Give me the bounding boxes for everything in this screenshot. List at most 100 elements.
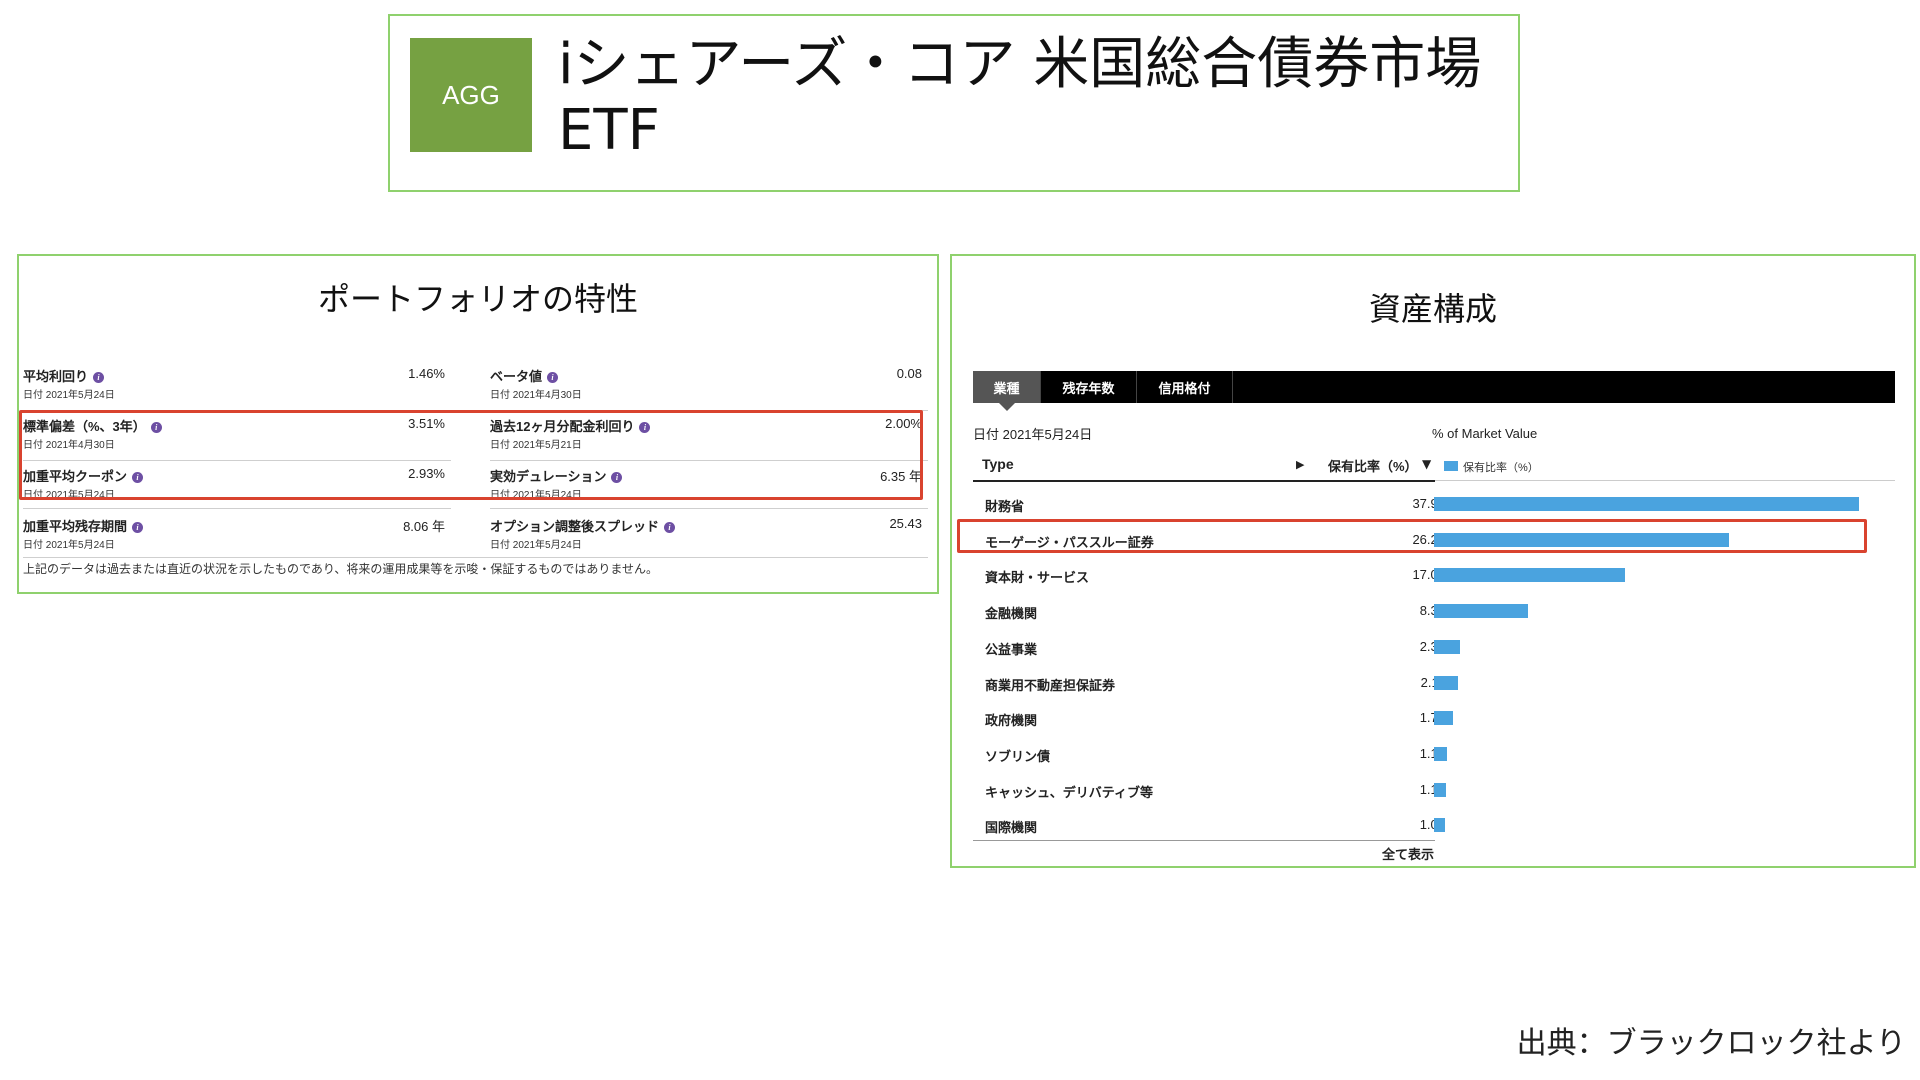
metric-value: 8.06 年: [403, 519, 445, 534]
info-icon[interactable]: i: [639, 422, 651, 433]
table-row: 国際機関 1.01: [973, 807, 1895, 843]
row-label: 資本財・サービス: [985, 570, 1090, 586]
metric-date: 日付 2021年5月24日: [23, 540, 115, 551]
highlight-frame: [19, 410, 923, 500]
row-bar: [1434, 675, 1458, 690]
row-label: 財務省: [985, 499, 1025, 514]
table-bottom-rule: [973, 840, 1435, 841]
metric-label: 標準偏差（%、3年）: [23, 419, 146, 434]
metric-value: 2.93%: [408, 466, 445, 481]
sort-down-icon[interactable]: ▼: [1422, 457, 1432, 471]
table-row: 公益事業 2.32: [973, 629, 1895, 665]
row-label: 金融機関: [985, 606, 1038, 622]
row-bar: [1434, 568, 1625, 583]
metric-label: 加重平均クーポン: [23, 469, 128, 484]
row-label: ソブリン債: [985, 748, 1051, 764]
show-all-link[interactable]: 全て表示: [1382, 847, 1435, 862]
row-bar: [1434, 746, 1447, 761]
metric-date: 日付 2021年5月21日: [490, 440, 582, 451]
divider: [23, 557, 928, 558]
table-row: 金融機関 8.35: [973, 593, 1895, 629]
metric-weighted-avg-maturity: 加重平均残存期間 i 日付 2021年5月24日 8.06 年: [23, 516, 451, 564]
column-header-type[interactable]: Type: [982, 456, 1014, 472]
fund-name-line1: iシェアーズ・コア 米国総合債券市場: [558, 32, 1482, 97]
metric-label: 過去12ヶ月分配金利回り: [490, 419, 635, 434]
table-row: 政府機関 1.72: [973, 700, 1895, 736]
tab-bar: 業種 残存年数 信用格付: [973, 371, 1895, 411]
tab-sector[interactable]: 業種: [973, 371, 1041, 411]
tab-maturity[interactable]: 残存年数: [1041, 371, 1137, 403]
row-bar: [1434, 782, 1447, 797]
row-bar: [1434, 532, 1729, 547]
tab-credit-rating[interactable]: 信用格付: [1137, 371, 1233, 403]
divider: [490, 508, 928, 509]
metric-date: 日付 2021年5月24日: [490, 540, 582, 551]
info-icon[interactable]: i: [611, 472, 623, 483]
metric-beta: ベータ値 i 日付 2021年4月30日 0.08: [490, 366, 928, 414]
metric-weighted-avg-coupon: 加重平均クーポン i 日付 2021年5月24日 2.93%: [23, 466, 451, 514]
row-bar: [1434, 604, 1528, 619]
metric-value: 2.00%: [885, 416, 922, 431]
source-note: 出典：ブラックロック社より: [1516, 1026, 1906, 1061]
metric-label: ベータ値: [490, 369, 543, 384]
row-bar: [1434, 818, 1446, 833]
metric-option-adjusted-spread: オプション調整後スプレッド i 日付 2021年5月24日 25.43: [490, 516, 928, 564]
metric-effective-duration: 実効デュレーション i 日付 2021年5月24日 6.35 年: [490, 466, 928, 514]
portfolio-characteristics-panel: ポートフォリオの特性 平均利回り i 日付 2021年5月24日 1.46% ベー…: [17, 254, 939, 594]
metric-label: 平均利回り: [23, 369, 89, 384]
metric-label: 加重平均残存期間: [23, 519, 128, 534]
metric-12m-distribution-yield: 過去12ヶ月分配金利回り i 日付 2021年5月21日 2.00%: [490, 416, 928, 464]
divider: [490, 460, 928, 461]
table-row: ソブリン債 1.14: [973, 736, 1895, 772]
metric-label: オプション調整後スプレッド: [490, 519, 660, 534]
sort-right-icon[interactable]: ▶: [1296, 458, 1305, 471]
metric-date: 日付 2021年4月30日: [23, 440, 115, 451]
row-label: 公益事業: [985, 641, 1038, 657]
metric-date: 日付 2021年4月30日: [490, 390, 582, 401]
metric-date: 日付 2021年5月24日: [490, 490, 582, 501]
metric-value: 0.08: [896, 366, 922, 381]
portfolio-title: ポートフォリオの特性: [317, 280, 638, 318]
asset-composition-panel: 資産構成 業種 残存年数 信用格付 日付 2021年5月24日 % of Mar…: [950, 254, 1916, 868]
table-row: モーゲージ・パススルー証券 26.29: [973, 522, 1895, 558]
metric-value: 6.35 年: [880, 469, 922, 484]
table-row: 財務省 37.90: [973, 486, 1895, 522]
divider: [23, 460, 451, 461]
row-label: キャッシュ、デリバティブ等: [985, 784, 1153, 800]
column-header-weight[interactable]: 保有比率（%）: [1328, 459, 1418, 474]
metric-date: 日付 2021年5月24日: [23, 490, 115, 501]
header-rule: [1435, 480, 1895, 481]
info-icon[interactable]: i: [132, 472, 144, 483]
info-icon[interactable]: i: [150, 422, 162, 433]
info-icon[interactable]: i: [93, 372, 105, 383]
metric-value: 25.43: [889, 516, 922, 531]
fund-title-panel: AGG iシェアーズ・コア 米国総合債券市場 ETF: [388, 14, 1520, 192]
table-row: キャッシュ、デリバティブ等 1.10: [973, 772, 1895, 808]
row-bar: [1434, 639, 1461, 654]
metric-standard-deviation: 標準偏差（%、3年） i 日付 2021年4月30日 3.51%: [23, 416, 451, 464]
fund-name: iシェアーズ・コア 米国総合債券市場 ETF: [558, 32, 1498, 164]
as-of-date: 日付 2021年5月24日: [973, 427, 1093, 442]
info-icon[interactable]: i: [132, 522, 144, 533]
metric-label: 実効デュレーション: [490, 469, 607, 484]
row-label: モーゲージ・パススルー証券: [985, 534, 1154, 550]
row-label: 政府機関: [985, 713, 1038, 729]
info-icon[interactable]: i: [547, 372, 559, 383]
table-row: 資本財・サービス 17.03: [973, 557, 1895, 593]
row-label: 商業用不動産担保証券: [985, 677, 1116, 693]
ticker-badge: AGG: [410, 38, 532, 152]
metric-value: 1.46%: [408, 366, 445, 381]
row-bar: [1434, 497, 1859, 511]
disclaimer: 上記のデータは過去または直近の状況を示したものであり、将来の運用成果等を示唆・保…: [23, 562, 659, 576]
header-rule: [973, 480, 1435, 482]
row-label: 国際機関: [985, 820, 1038, 836]
legend-swatch: [1444, 461, 1458, 471]
metric-value: 3.51%: [408, 416, 445, 431]
highlight-frame: [957, 519, 1867, 553]
divider: [23, 508, 451, 509]
info-icon[interactable]: i: [664, 522, 676, 533]
metric-date: 日付 2021年5月24日: [23, 390, 115, 401]
asset-title: 資産構成: [1368, 290, 1497, 328]
legend-label: 保有比率（%）: [1463, 462, 1539, 474]
metric-average-yield: 平均利回り i 日付 2021年5月24日 1.46%: [23, 366, 451, 414]
